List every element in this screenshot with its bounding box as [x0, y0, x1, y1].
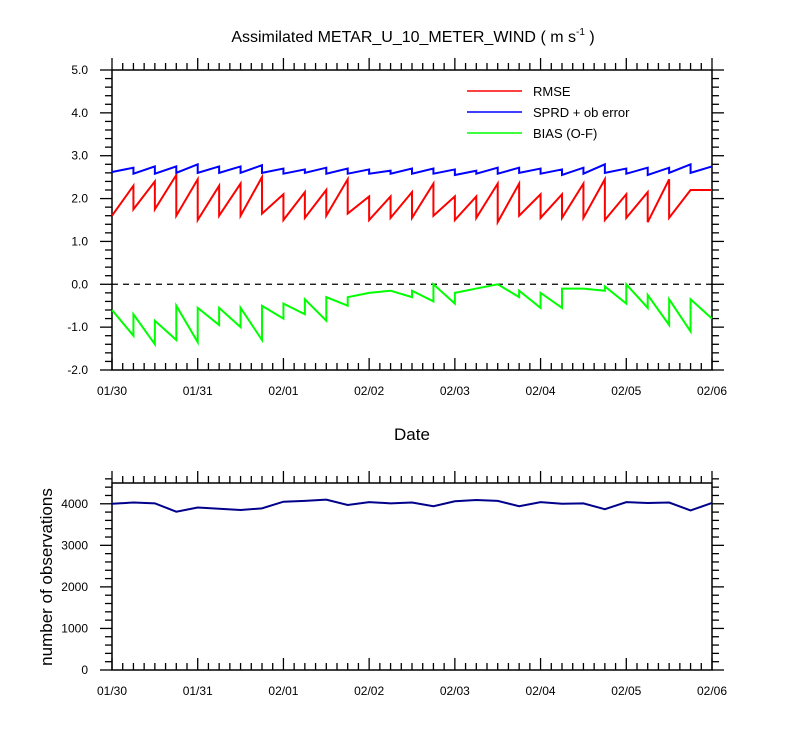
x-axis-title: Date: [394, 425, 430, 444]
observations-x-tick-label: 02/03: [440, 684, 470, 698]
observations-plot-frame: [111, 482, 713, 671]
rmse-y-tick-label: 3.0: [71, 149, 88, 163]
observations-y-tick-label: 1000: [61, 621, 88, 635]
rmse-y-tick-label: -2.0: [67, 363, 88, 377]
observations-y-tick-label: 3000: [61, 538, 88, 552]
rmse-x-tick-label: 02/03: [440, 384, 470, 398]
observations-x-tick-label: 02/01: [268, 684, 298, 698]
observations-x-tick-label: 02/05: [611, 684, 641, 698]
observations-x-tick-label: 02/04: [526, 684, 556, 698]
rmse-x-tick-label: 02/02: [354, 384, 384, 398]
rmse-series-0: [111, 171, 712, 226]
rmse-y-tick-label: 2.0: [71, 192, 88, 206]
observations-x-tick-label: 01/30: [97, 684, 127, 698]
rmse-y-tick-label: 5.0: [71, 63, 88, 77]
rmse-x-tick-label: 01/30: [97, 384, 127, 398]
observations-axis-ticks: 01/30 01/31 02/01 02/02 02/03 02/04 02/05 02/06…: [61, 471, 727, 698]
rmse-y-tick-label: 0.0: [71, 277, 88, 291]
legend-label-sprd: SPRD + ob error: [533, 105, 630, 120]
observations-x-tick-label: 01/31: [183, 684, 213, 698]
observations-y-tick-label: 0: [81, 663, 88, 677]
observations-x-tick-label: 02/02: [354, 684, 384, 698]
rmse-x-tick-label: 02/01: [268, 384, 298, 398]
rmse-x-tick-label: 02/06: [697, 384, 727, 398]
observations-x-tick-label: 02/06: [697, 684, 727, 698]
rmse-series-2: [111, 281, 713, 348]
rmse-panel: 01/30 01/31 02/01 02/02 02/03 02/04 02/05 02/06…: [67, 58, 727, 444]
rmse-y-tick-label: -1.0: [67, 320, 88, 334]
rmse-series-1: [111, 162, 713, 177]
legend: RMSE SPRD + ob error BIAS (O-F): [467, 84, 630, 141]
legend-label-bias: BIAS (O-F): [533, 126, 597, 141]
rmse-x-tick-label: 01/31: [183, 384, 213, 398]
chart-title: Assimilated METAR_U_10_METER_WIND ( m s-…: [231, 27, 594, 46]
rmse-axis-ticks: 01/30 01/31 02/01 02/02 02/03 02/04 02/05 02/06…: [67, 58, 727, 398]
observations-y-tick-label: 4000: [61, 497, 88, 511]
rmse-y-tick-label: 4.0: [71, 106, 88, 120]
rmse-x-tick-label: 02/05: [611, 384, 641, 398]
observations-y-tick-label: 2000: [61, 580, 88, 594]
observations-panel: 01/30 01/31 02/01 02/02 02/03 02/04 02/05 02/06…: [37, 471, 727, 698]
y-axis-title-observations: number of observations: [37, 488, 56, 666]
rmse-series-group: [111, 162, 713, 348]
rmse-x-tick-label: 02/04: [526, 384, 556, 398]
observations-series-0: [111, 498, 713, 513]
rmse-y-tick-label: 1.0: [71, 234, 88, 248]
observations-series-group: [111, 498, 713, 513]
legend-label-rmse: RMSE: [533, 84, 571, 99]
